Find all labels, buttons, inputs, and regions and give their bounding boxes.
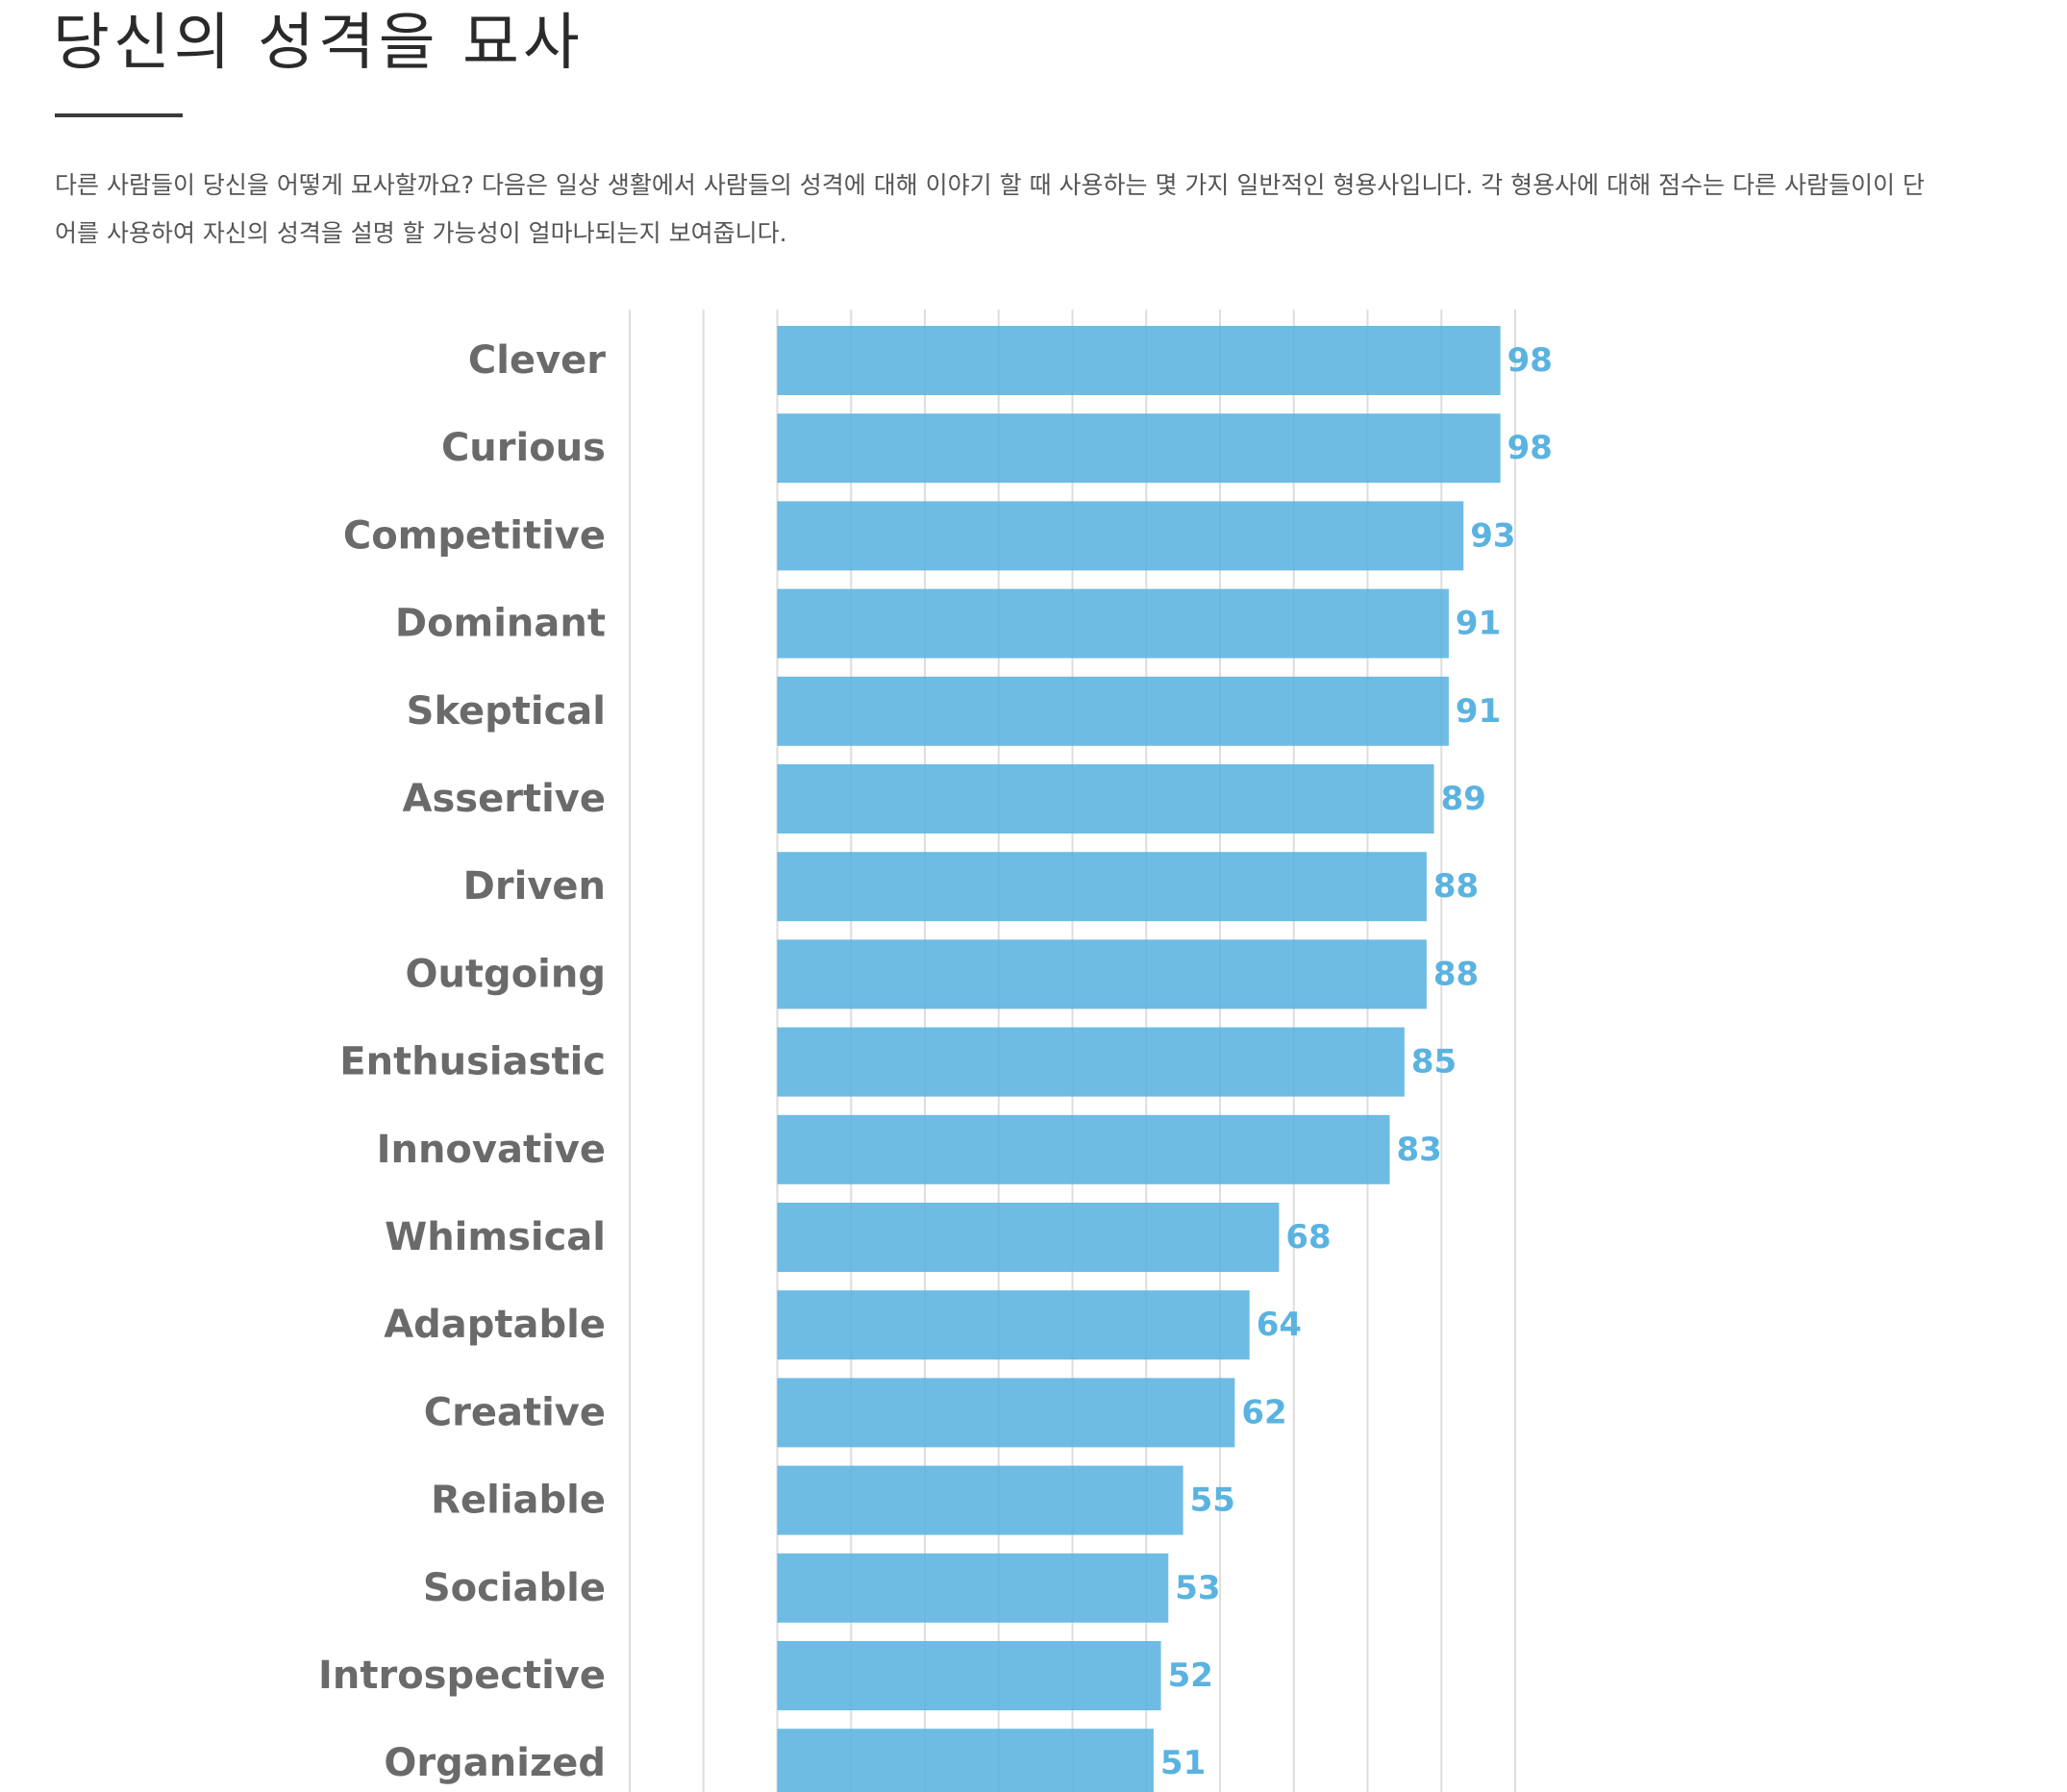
value-label: 52 [1168, 1656, 1213, 1695]
value-label: 91 [1456, 692, 1501, 731]
bar-sociable [777, 1553, 1169, 1623]
category-label: Driven [463, 864, 606, 908]
category-label: Enthusiastic [339, 1040, 606, 1084]
category-label: Assertive [403, 777, 606, 821]
value-label: 88 [1433, 867, 1479, 906]
category-label: Creative [424, 1390, 606, 1434]
value-label: 55 [1190, 1481, 1235, 1520]
category-label: Introspective [318, 1654, 606, 1698]
bar-skeptical [777, 676, 1449, 746]
category-label: Clever [468, 338, 606, 383]
category-label: Dominant [395, 602, 606, 646]
bar-outgoing [777, 939, 1427, 1009]
value-label: 85 [1411, 1043, 1457, 1082]
bar-clever [777, 326, 1501, 395]
bar-reliable [777, 1465, 1183, 1535]
category-label: Innovative [377, 1128, 606, 1172]
value-label: 83 [1397, 1131, 1442, 1169]
value-label: 64 [1257, 1306, 1302, 1344]
bar-driven [777, 852, 1427, 922]
value-label: 68 [1285, 1218, 1331, 1257]
bar-dominant [777, 588, 1449, 659]
bar-innovative [777, 1114, 1390, 1184]
value-label: 98 [1507, 341, 1553, 380]
value-label: 53 [1175, 1569, 1220, 1607]
bar-adaptable [777, 1290, 1250, 1360]
bar-whimsical [777, 1203, 1280, 1272]
bar-introspective [777, 1641, 1161, 1710]
bar-creative [777, 1378, 1235, 1448]
category-label: Whimsical [385, 1215, 606, 1259]
value-label: 62 [1241, 1393, 1286, 1431]
category-label: Organized [384, 1741, 606, 1785]
category-label: Curious [441, 426, 606, 470]
value-labels: 98 98 93 91 91 89 88 88 85 83 68 64 62 55 53 52 51 [1160, 341, 1553, 1782]
category-labels: Clever Curious Competitive Dominant Skeptica… [318, 338, 606, 1785]
value-label: 89 [1441, 780, 1486, 818]
category-label: Outgoing [405, 952, 606, 996]
bar-assertive [777, 764, 1434, 834]
category-label: Skeptical [407, 689, 606, 734]
page-title: 당신의 성격을 묘사 [53, 8, 584, 79]
value-label: 98 [1507, 429, 1553, 467]
category-label: Competitive [343, 513, 606, 558]
value-label: 51 [1160, 1744, 1206, 1782]
bars [777, 326, 1501, 1792]
bar-competitive [777, 501, 1464, 571]
category-label: Reliable [431, 1479, 606, 1523]
title-divider [55, 113, 183, 117]
page-description: 다른 사람들이 당신을 어떻게 묘사할까요? 다음은 일상 생활에서 사람들의 … [55, 171, 1925, 247]
value-label: 88 [1433, 955, 1479, 993]
value-label: 93 [1470, 516, 1515, 555]
category-label: Sociable [423, 1566, 606, 1610]
bar-enthusiastic [777, 1027, 1405, 1097]
category-label: Adaptable [384, 1303, 606, 1347]
bar-curious [777, 413, 1501, 484]
bar-organized [777, 1729, 1154, 1792]
value-label: 91 [1456, 605, 1501, 643]
